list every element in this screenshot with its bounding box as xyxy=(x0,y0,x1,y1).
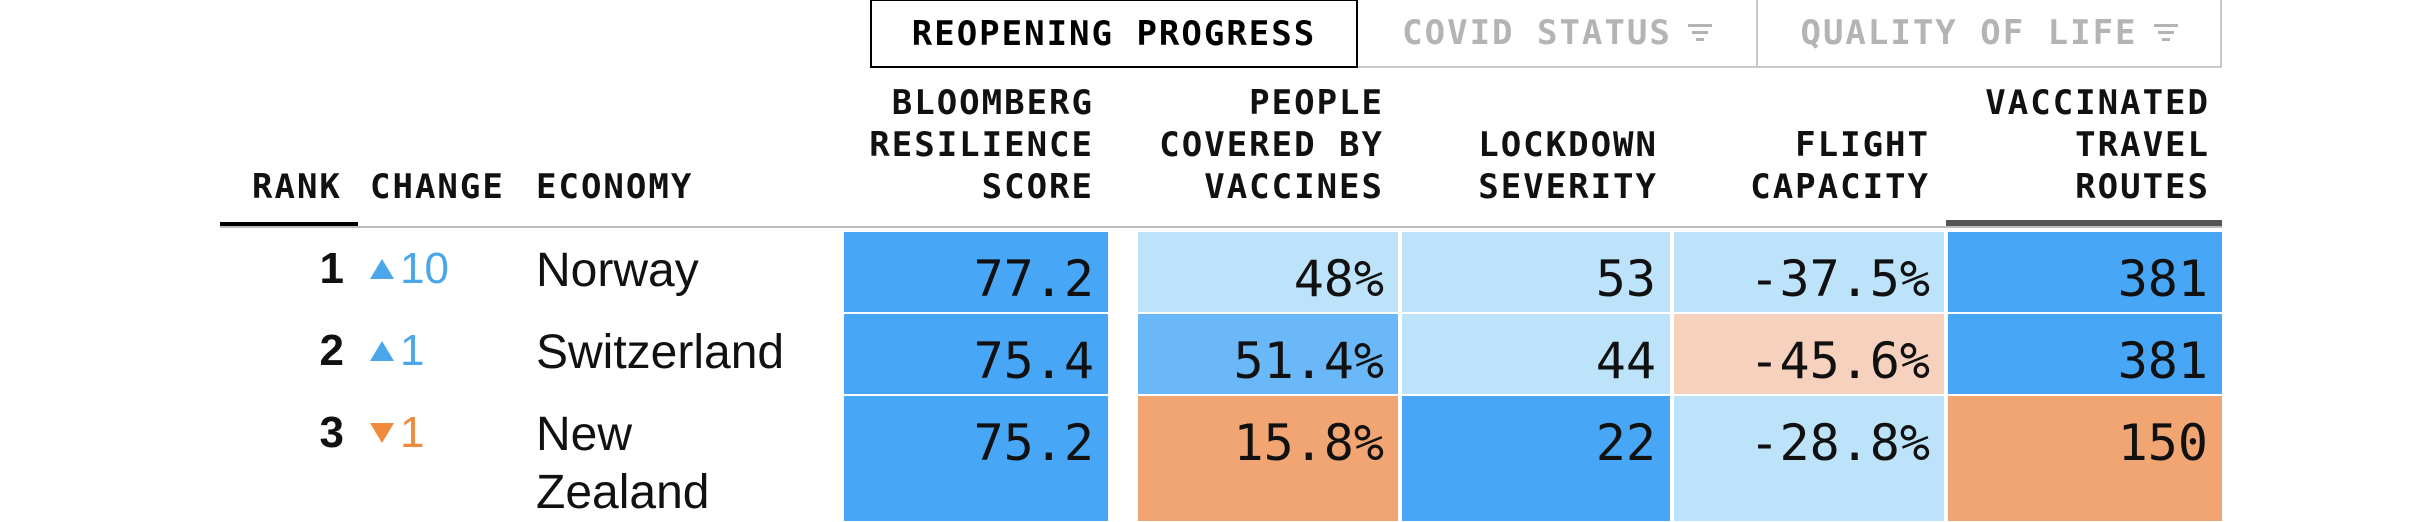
rank-value: 2 xyxy=(319,326,344,375)
change-value: 1 xyxy=(370,408,424,458)
header-economy[interactable]: ECONOMY xyxy=(536,167,694,207)
change-value: 1 xyxy=(370,326,424,376)
filter-icon xyxy=(2153,22,2178,44)
up-arrow-icon xyxy=(370,341,394,361)
travel-routes-cell: 150 xyxy=(1948,396,2222,521)
economy-name[interactable]: Switzerland xyxy=(536,326,785,379)
routes-sort-indicator xyxy=(1946,220,2222,226)
rank-value: 1 xyxy=(319,244,344,293)
vaccine-coverage-cell: 51.4% xyxy=(1138,314,1398,394)
tab-covid-status[interactable]: COVID STATUS xyxy=(1358,0,1758,68)
vaccine-coverage-cell: 15.8% xyxy=(1138,396,1398,521)
tab-label: REOPENING PROGRESS xyxy=(911,13,1317,54)
tab-quality-of-life[interactable]: QUALITY OF LIFE xyxy=(1758,0,2222,68)
up-arrow-icon xyxy=(370,259,394,279)
header-divider xyxy=(220,226,2222,228)
rank-sort-indicator xyxy=(220,222,358,228)
header-change[interactable]: CHANGE xyxy=(370,167,505,207)
rank-value: 3 xyxy=(319,408,344,457)
header-lockdown-severity[interactable]: LOCKDOWN SEVERITY xyxy=(1478,125,1658,207)
travel-routes-cell: 381 xyxy=(1948,232,2222,312)
change-value: 10 xyxy=(370,244,449,294)
resilience-score-cell: 75.2 xyxy=(844,396,1108,521)
resilience-score-cell: 77.2 xyxy=(844,232,1108,312)
header-flight-capacity[interactable]: FLIGHT CAPACITY xyxy=(1750,125,1930,207)
lockdown-severity-cell: 44 xyxy=(1402,314,1670,394)
change-number: 1 xyxy=(400,408,425,457)
vaccine-coverage-cell: 48% xyxy=(1138,232,1398,312)
tab-label: QUALITY OF LIFE xyxy=(1800,13,2138,53)
change-number: 1 xyxy=(400,326,425,375)
header-resilience-score[interactable]: BLOOMBERG RESILIENCE SCORE xyxy=(869,83,1094,207)
flight-capacity-cell: -37.5% xyxy=(1674,232,1944,312)
travel-routes-cell: 381 xyxy=(1948,314,2222,394)
header-rank[interactable]: RANK xyxy=(252,167,342,207)
filter-icon xyxy=(1687,22,1712,44)
resilience-score-cell: 75.4 xyxy=(844,314,1108,394)
tab-reopening-progress[interactable]: REOPENING PROGRESS xyxy=(870,0,1358,68)
lockdown-severity-cell: 53 xyxy=(1402,232,1670,312)
flight-capacity-cell: -28.8% xyxy=(1674,396,1944,521)
change-number: 10 xyxy=(400,244,449,293)
header-vaccine-coverage[interactable]: PEOPLE COVERED BY VACCINES xyxy=(1159,83,1384,207)
header-vaccinated-travel-routes[interactable]: VACCINATED TRAVEL ROUTES xyxy=(1985,83,2210,207)
economy-name[interactable]: New Zealand xyxy=(536,408,710,519)
down-arrow-icon xyxy=(370,423,394,443)
lockdown-severity-cell: 22 xyxy=(1402,396,1670,521)
tab-label: COVID STATUS xyxy=(1402,13,1672,53)
flight-capacity-cell: -45.6% xyxy=(1674,314,1944,394)
economy-name[interactable]: Norway xyxy=(536,244,699,297)
